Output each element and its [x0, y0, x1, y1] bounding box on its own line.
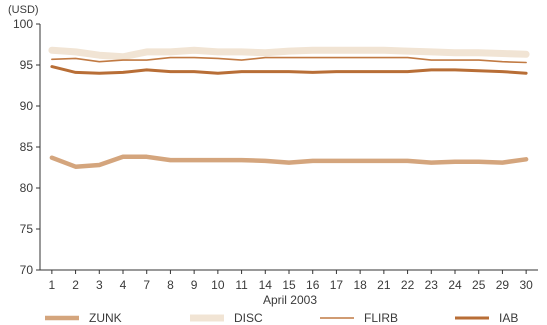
legend-label-zunk: ZUNK	[89, 311, 122, 325]
y-unit-label: (USD)	[8, 4, 39, 16]
legend-label-flirb: FLIRB	[364, 311, 398, 325]
legend: ZUNK DISC FLIRB IAB	[45, 311, 518, 325]
series-lines	[52, 50, 526, 167]
y-tick-label: 85	[20, 140, 34, 154]
y-tick-label: 90	[20, 99, 34, 113]
x-tick-label: 22	[401, 278, 415, 292]
y-tick-label: 70	[20, 263, 34, 277]
x-tick-label: 24	[448, 278, 462, 292]
x-tick-label: 11	[235, 278, 248, 292]
x-tick-label: 2	[72, 278, 79, 292]
x-tick-label: 25	[472, 278, 486, 292]
x-tick-label: 3	[96, 278, 103, 292]
x-tick-label: 14	[259, 278, 273, 292]
x-axis-ticks: 1 2 3 4 7 8 9 10 11 14 15 16 17 18 21 22 23 24 25 29 30	[49, 270, 534, 292]
x-tick-label: 1	[49, 278, 56, 292]
series-line-iab	[52, 67, 526, 74]
x-tick-label: 4	[120, 278, 127, 292]
x-tick-label: 18	[353, 278, 367, 292]
y-tick-label: 80	[20, 181, 34, 195]
x-tick-label: 21	[377, 278, 391, 292]
x-axis-label: April 2003	[263, 293, 317, 307]
series-line-disc	[52, 50, 526, 57]
x-tick-label: 15	[282, 278, 296, 292]
x-tick-label: 30	[519, 278, 533, 292]
x-tick-label: 7	[143, 278, 150, 292]
y-tick-label: 100	[13, 17, 33, 31]
x-tick-label: 10	[211, 278, 225, 292]
x-tick-label: 16	[306, 278, 320, 292]
y-tick-label: 95	[20, 58, 34, 72]
x-tick-label: 8	[167, 278, 174, 292]
legend-label-iab: IAB	[499, 311, 518, 325]
y-tick-label: 75	[20, 222, 34, 236]
x-tick-label: 17	[330, 278, 344, 292]
y-axis-ticks: 70 75 80 85 90 95 100	[13, 17, 40, 277]
series-line-zunk	[52, 157, 526, 167]
x-tick-label: 9	[191, 278, 198, 292]
legend-label-disc: DISC	[234, 311, 263, 325]
x-tick-label: 29	[496, 278, 510, 292]
x-tick-label: 23	[425, 278, 439, 292]
